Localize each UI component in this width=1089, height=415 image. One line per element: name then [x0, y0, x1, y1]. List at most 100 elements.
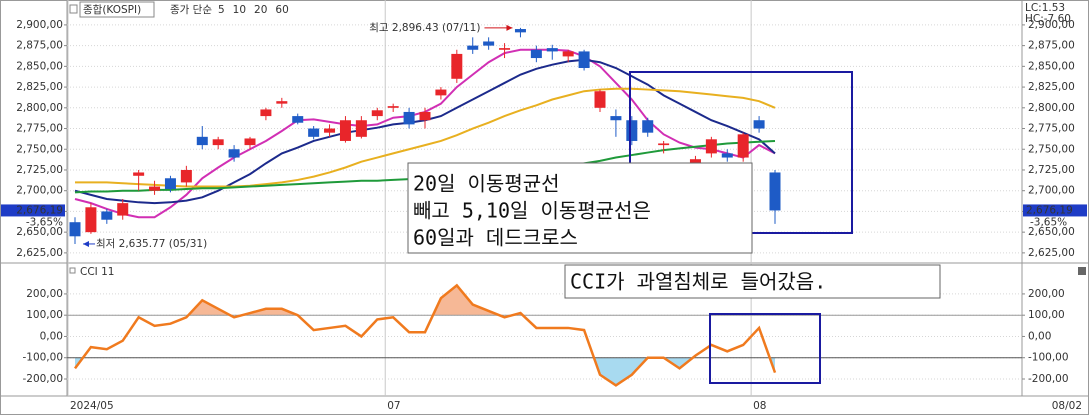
y-tick-label: 200,00	[26, 288, 63, 300]
candle-body	[228, 149, 240, 158]
last-price-tag	[1, 204, 65, 217]
note-box	[564, 264, 941, 299]
y-tick-label: 2,825,00	[16, 81, 63, 93]
close-button	[1078, 267, 1086, 275]
candle-body	[721, 153, 733, 158]
y-tick-label: 2,725,00	[16, 164, 63, 176]
candle-body	[117, 203, 129, 216]
candle-body	[244, 138, 256, 146]
note-box	[407, 162, 753, 254]
candle-body	[180, 169, 192, 183]
y-tick-label: 2,850,00	[1028, 60, 1075, 72]
y-tick-label: 2,875,00	[16, 40, 63, 52]
cci-icon	[69, 267, 76, 274]
note-line: 20일 이동평균선	[413, 172, 560, 196]
overbought-fill	[188, 285, 523, 316]
lc-label: LC:1.53	[1025, 2, 1065, 14]
cci-line	[73, 283, 777, 387]
candle-body	[546, 48, 558, 52]
y-tick-label: 2,700,00	[16, 185, 63, 197]
y-tick-label: 2,750,00	[16, 143, 63, 155]
candle-body	[642, 120, 654, 133]
last-price-tag	[1023, 204, 1087, 217]
candle-body	[530, 49, 542, 59]
candle-body	[610, 116, 622, 121]
y-tick-label: 0,00	[40, 330, 63, 342]
candle-body	[658, 143, 670, 146]
y-tick-label: 2,900,00	[16, 19, 63, 31]
legend-label: 20	[254, 4, 267, 16]
x-tick-label: 08	[753, 400, 766, 412]
note-line: 빼고 5,10일 이동평균선은	[413, 199, 651, 223]
y-tick-label: -200,00	[1028, 373, 1069, 385]
candle-body	[451, 53, 463, 79]
candle-body	[133, 172, 145, 176]
candle-body	[578, 51, 590, 69]
low-note: 최저 2,635.77 (05/31)	[96, 238, 207, 250]
legend-label: 60	[275, 4, 288, 16]
candle-body	[626, 120, 638, 141]
y-tick-label: 2,775,00	[1028, 123, 1075, 135]
candle-body	[69, 222, 81, 237]
candle-body	[467, 45, 479, 50]
y-tick-label: 2,775,00	[16, 123, 63, 135]
y-tick-label: 0,00	[1028, 330, 1051, 342]
last-price-label: 2,676,19	[16, 204, 63, 216]
legend-icon	[69, 4, 78, 14]
legend-label: 5	[218, 4, 225, 16]
candle-body	[212, 139, 224, 146]
highlight-box	[709, 313, 821, 384]
y-tick-label: 2,700,00	[1028, 185, 1075, 197]
candle-body	[164, 178, 176, 190]
y-tick-label: -100,00	[1028, 352, 1069, 364]
candle-body	[85, 207, 97, 233]
candle-body	[371, 110, 383, 117]
y-tick-label: 100,00	[26, 309, 63, 321]
y-tick-label: 2,725,00	[1028, 164, 1075, 176]
y-tick-label: 2,650,00	[1028, 226, 1075, 238]
last-change-label: -3,65%	[1030, 216, 1067, 228]
moving-average-line	[75, 87, 776, 188]
last-price-label: 2,676,19	[1026, 204, 1073, 216]
y-tick-label: 2,900,00	[1028, 19, 1075, 31]
y-tick-label: 2,625,00	[16, 247, 63, 259]
candle-body	[769, 172, 781, 211]
hc-label: HC:-7.60	[1025, 13, 1071, 25]
candle-body	[419, 111, 431, 121]
candle-body	[387, 106, 399, 108]
candle-body	[499, 48, 511, 50]
candle-body	[514, 29, 526, 33]
oversold-fill	[75, 357, 775, 386]
index-name: 종합(KOSPI)	[83, 4, 141, 16]
last-change-label: -3,65%	[26, 216, 63, 228]
y-tick-label: 2,875,00	[1028, 40, 1075, 52]
x-tick-label: 07	[387, 400, 400, 412]
candle-body	[753, 120, 765, 129]
x-tick-label: 08/02	[1052, 400, 1082, 412]
candle-body	[260, 109, 272, 117]
y-tick-label: 2,800,00	[1028, 102, 1075, 114]
y-tick-label: 100,00	[1028, 309, 1065, 321]
candle-body	[339, 120, 351, 141]
candle-body	[705, 139, 717, 154]
candle-body	[355, 120, 367, 137]
y-tick-label: -200,00	[22, 373, 63, 385]
candle-body	[737, 134, 749, 158]
ma-label: 종가 단순	[170, 4, 212, 16]
candle-body	[594, 91, 606, 108]
high-arrowhead	[506, 24, 513, 31]
candle-body	[276, 101, 288, 104]
candle-body	[562, 51, 574, 57]
y-tick-label: -100,00	[22, 352, 63, 364]
y-tick-label: 2,650,00	[16, 226, 63, 238]
candle-body	[101, 211, 113, 220]
x-tick-label: 2024/05	[70, 400, 114, 412]
y-tick-label: 2,750,00	[1028, 143, 1075, 155]
cci-title: CCI 11	[80, 266, 114, 278]
y-tick-label: 2,625,00	[1028, 247, 1075, 259]
candle-body	[403, 111, 415, 125]
y-tick-label: 2,850,00	[16, 60, 63, 72]
y-tick-label: 200,00	[1028, 288, 1065, 300]
candle-body	[196, 136, 208, 146]
candle-body	[292, 116, 304, 123]
